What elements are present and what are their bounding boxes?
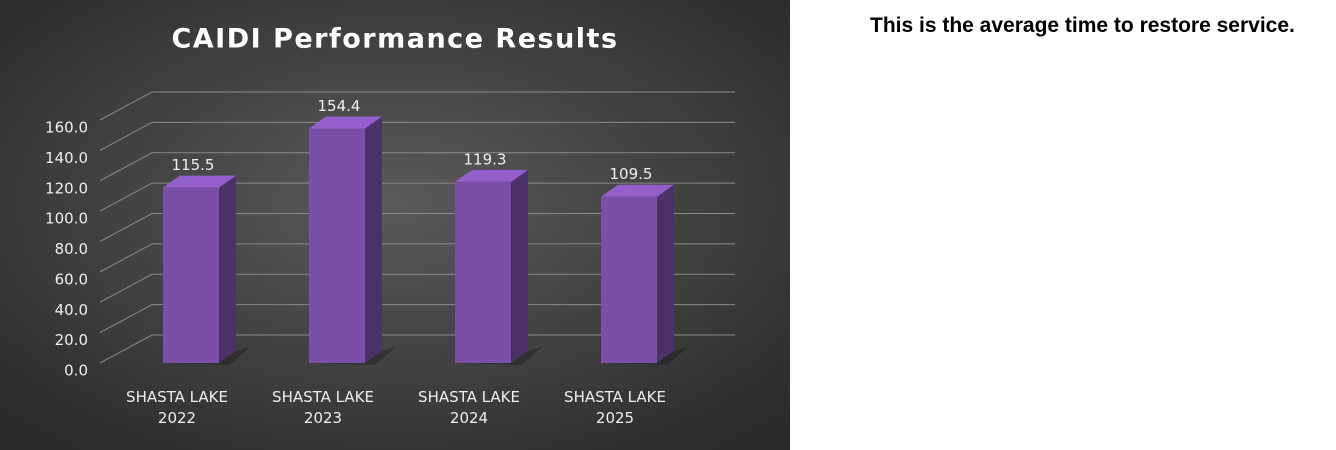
bar-front <box>309 128 365 363</box>
grid-line <box>99 243 735 273</box>
bar <box>309 116 396 365</box>
grid-line <box>99 91 735 121</box>
x-tick-label: SHASTA LAKE 2023 <box>272 388 374 427</box>
grid-line <box>99 334 735 364</box>
bar <box>601 184 688 365</box>
y-tick-label: 40.0 <box>55 301 88 319</box>
y-tick-label: 60.0 <box>55 270 88 288</box>
y-tick-label: 20.0 <box>55 331 88 349</box>
data-label: 115.5 <box>172 156 215 174</box>
chart: CAIDI Performance Results 0.0 20.0 40.0 60.… <box>0 0 790 450</box>
bar <box>163 175 250 365</box>
bar-side <box>657 184 674 363</box>
bar-top <box>309 116 382 129</box>
bar-front <box>455 181 511 363</box>
grid-line <box>99 273 735 303</box>
y-tick-label: 140.0 <box>45 149 88 167</box>
x-tick-label: SHASTA LAKE 2024 <box>418 388 520 427</box>
grid-line <box>99 121 735 151</box>
bar-front <box>163 187 219 363</box>
grid-line <box>99 304 735 334</box>
x-tick-label: SHASTA LAKE 2022 <box>126 388 228 427</box>
y-tick-label: 160.0 <box>45 119 88 137</box>
bar-front <box>601 196 657 363</box>
grid-line <box>99 152 735 182</box>
data-label: 119.3 <box>464 150 507 168</box>
bar-side <box>511 169 528 363</box>
bar <box>455 169 542 365</box>
y-tick-label: 0.0 <box>64 362 88 380</box>
bar-top <box>455 169 528 182</box>
chart-panel: CAIDI Performance Results 0.0 20.0 40.0 60.… <box>0 0 790 450</box>
bar-side <box>365 116 382 363</box>
bar-top <box>163 175 236 188</box>
y-tick-label: 100.0 <box>45 210 88 228</box>
y-tick-label: 120.0 <box>45 179 88 197</box>
bar-top <box>601 184 674 197</box>
data-label: 109.5 <box>610 165 653 183</box>
x-tick-label: SHASTA LAKE 2025 <box>564 388 666 427</box>
data-label: 154.4 <box>318 97 361 115</box>
grid-line <box>99 213 735 242</box>
y-tick-label: 80.0 <box>55 240 88 258</box>
grid-line <box>99 182 735 212</box>
bar-side <box>219 175 236 363</box>
side-text: This is the average time to restore serv… <box>870 14 1295 37</box>
chart-title: CAIDI Performance Results <box>171 24 618 55</box>
